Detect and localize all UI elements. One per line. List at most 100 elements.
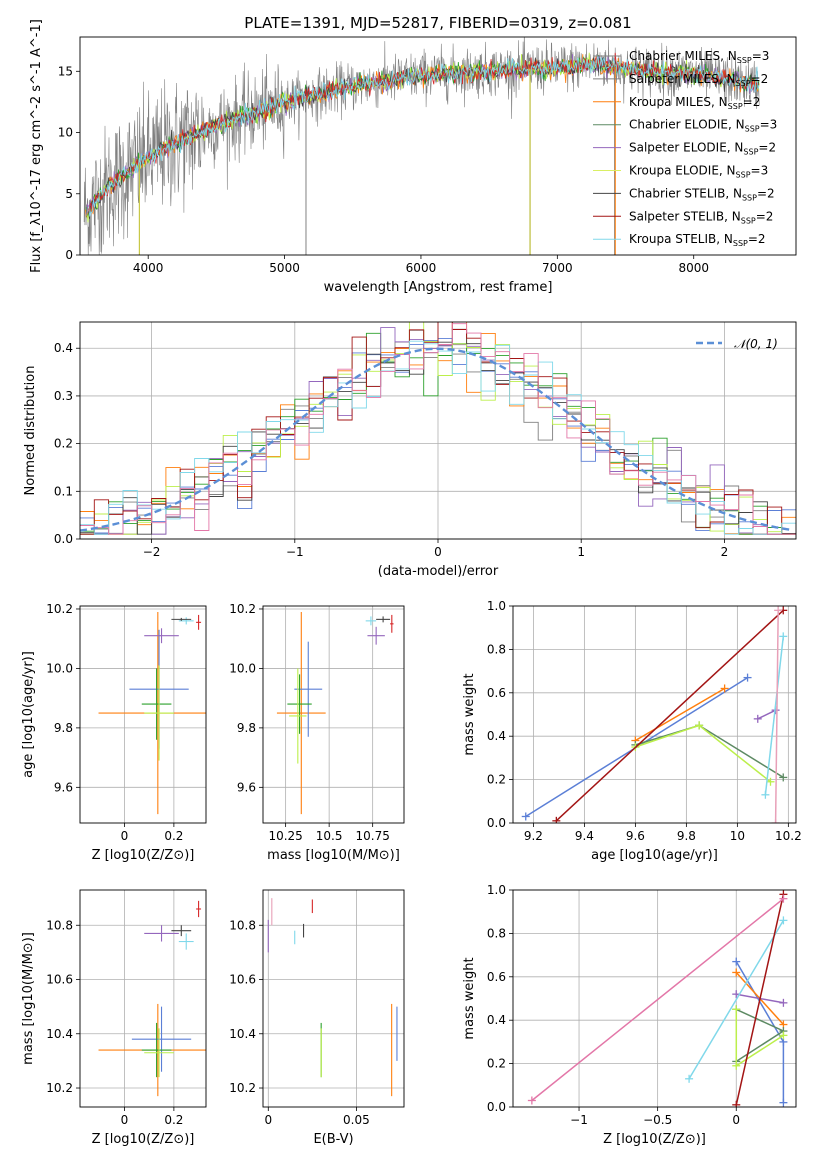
y-tick-label: 10.6 [46, 973, 73, 987]
x-tick-label: 10.5 [316, 829, 343, 843]
x-axis-label: Z [log10(Z/Z⊙)] [92, 848, 195, 863]
y-tick-label: 0 [65, 248, 73, 262]
y-tick-label: 0.0 [54, 532, 73, 546]
x-axis-label: Z [log10(Z/Z⊙)] [603, 1132, 706, 1147]
errorbar-point [171, 925, 192, 937]
x-tick-label: 9.2 [524, 829, 543, 843]
x-tick-label: −2 [143, 545, 161, 559]
y-tick-label: 9.6 [54, 780, 73, 794]
errorbar-point [367, 626, 385, 645]
weight-line [735, 894, 785, 1105]
x-tick-label: 9.6 [626, 829, 645, 843]
x-tick-label: 4000 [133, 261, 164, 275]
y-tick-label: 0.3 [54, 389, 73, 403]
errorbar-point [178, 933, 194, 950]
axes-age-mass: 10.25 10.5 10.75 9.6 9.8 10.0 10.2 mass [log10(… [229, 602, 405, 863]
weight-lines [527, 890, 788, 1107]
errorbars [98, 611, 206, 815]
legend-label: Salpeter STELIB, NSSP=2 [629, 209, 773, 225]
axes-weight-age: 9.2 9.4 9.6 9.8 10 10.2 0.0 0.2 0.4 0.6 0.8 1.0 age … [462, 599, 802, 863]
legend-label: Chabrier MILES, NSSP=3 [629, 49, 769, 65]
y-tick-label: 10.8 [46, 918, 73, 932]
figure-title: PLATE=1391, MJD=52817, FIBERID=0319, z=0… [244, 14, 631, 32]
y-tick-label: 10.8 [229, 918, 256, 932]
spectrum-legend: Chabrier MILES, NSSP=3 Salpeter MILES, NS… [593, 49, 777, 248]
axes-frame [262, 605, 405, 824]
y-tick-label: 15 [58, 64, 73, 78]
y-tick-label: 9.6 [237, 780, 256, 794]
legend-label: Kroupa MILES, NSSP=2 [629, 95, 760, 111]
legend-label: 𝒩(0, 1) [734, 337, 778, 351]
x-tick-label: 10.75 [355, 829, 389, 843]
x-tick-label: −1 [570, 1113, 588, 1127]
y-tick-label: 0.4 [54, 341, 73, 355]
axes-spectrum: 4000 5000 6000 7000 8000 0 5 10 15 wavelength [An… [29, 19, 797, 295]
y-tick-label: 0.6 [487, 686, 506, 700]
axes-weight-Z: −1 −0.5 0 0.0 0.2 0.4 0.6 0.8 1.0 Z [log10(Z/Z⊙)]… [462, 883, 797, 1147]
axes-frame [79, 36, 797, 256]
x-tick-label: 2 [721, 545, 729, 559]
errorbar-point [287, 674, 312, 734]
x-tick-label: 0.2 [164, 829, 183, 843]
y-tick-label: 0.0 [487, 816, 506, 830]
legend-label: Chabrier STELIB, NSSP=2 [629, 186, 775, 202]
y-tick-label: 1.0 [487, 883, 506, 897]
y-tick-label: 10.0 [46, 661, 73, 675]
y-tick-label: 0.2 [54, 437, 73, 451]
x-axis-label: E(B-V) [313, 1132, 353, 1147]
weight-line [688, 920, 785, 1080]
errorbar-point [144, 628, 179, 644]
spectrum-lines [83, 37, 760, 255]
errorbars [276, 611, 394, 815]
weight-line [635, 724, 771, 783]
x-tick-label: 6000 [406, 261, 437, 275]
residuals-legend: 𝒩(0, 1) [696, 337, 778, 351]
axes-frame [512, 605, 797, 824]
histogram-step [80, 322, 796, 535]
errorbar-point [365, 616, 377, 626]
normal-curve [80, 347, 794, 532]
y-axis-label: Normed distribution [23, 366, 38, 496]
y-tick-label: 10.6 [229, 973, 256, 987]
y-tick-label: 0.6 [487, 970, 506, 984]
x-tick-label: 8000 [678, 261, 709, 275]
x-tick-label: 0 [121, 1113, 129, 1127]
errorbar-point [196, 900, 202, 918]
spectrum-model-line [87, 52, 759, 213]
y-tick-label: 10 [58, 126, 73, 140]
y-tick-label: 9.8 [237, 721, 256, 735]
x-tick-label: 0.2 [164, 1113, 183, 1127]
y-tick-label: 0.2 [487, 1057, 506, 1071]
axes-frame [79, 321, 797, 540]
x-axis-label: (data-model)/error [378, 564, 499, 579]
errorbar-point [144, 925, 179, 942]
legend-label: Chabrier ELODIE, NSSP=3 [629, 118, 777, 134]
y-axis-label: mass weight [462, 957, 477, 1039]
y-tick-label: 10.0 [229, 661, 256, 675]
axes-residuals: −2 −1 0 1 2 0.0 0.1 0.2 0.3 0.4 (data-model)/error… [23, 321, 797, 579]
x-tick-label: 0 [732, 1113, 740, 1127]
x-tick-label: −0.5 [643, 1113, 672, 1127]
x-tick-label: 9.4 [575, 829, 594, 843]
errorbar-point [376, 616, 391, 623]
legend-label: Kroupa ELODIE, NSSP=3 [629, 164, 768, 180]
y-tick-label: 0.4 [487, 1013, 506, 1027]
axes-age-Z: 0 0.2 9.6 9.8 10.0 10.2 Z [log10(Z/Z⊙)] age [lo… [21, 602, 207, 863]
errorbars [98, 900, 206, 1097]
weight-line [635, 687, 725, 742]
y-tick-label: 0.8 [487, 926, 506, 940]
y-tick-label: 0.0 [487, 1100, 506, 1114]
legend-label: Kroupa STELIB, NSSP=2 [629, 232, 766, 248]
errorbar-point [144, 665, 174, 761]
weight-line [774, 610, 779, 823]
spectrum-data-line [83, 37, 760, 255]
y-tick-label: 10.4 [229, 1027, 256, 1041]
weight-line [555, 609, 784, 822]
x-axis-label: wavelength [Angstrom, rest frame] [324, 280, 553, 295]
errorbar-point [289, 668, 307, 764]
x-tick-label: 0.05 [343, 1113, 370, 1127]
legend-label: Salpeter MILES, NSSP=2 [629, 72, 768, 88]
histogram-step [80, 323, 796, 535]
x-axis-label: Z [log10(Z/Z⊙)] [92, 1132, 195, 1147]
